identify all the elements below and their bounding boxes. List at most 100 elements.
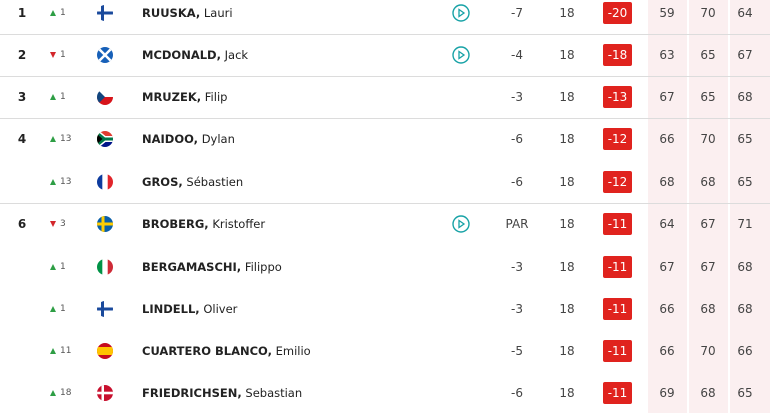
leaderboard-row[interactable]: 11 CUARTERO BLANCO, Emilio -5 18 -11 66 … xyxy=(0,330,770,372)
flag xyxy=(97,47,113,63)
today: -3 xyxy=(511,302,523,316)
movement: 11 xyxy=(60,346,72,356)
move-up-icon xyxy=(50,136,56,142)
thru: 18 xyxy=(559,344,575,358)
total: -13 xyxy=(603,86,632,108)
total: -11 xyxy=(603,256,632,278)
thru: 18 xyxy=(559,386,575,400)
last-name: GROS, xyxy=(142,175,183,189)
round-score: 67 xyxy=(700,217,716,231)
flag xyxy=(97,5,113,21)
round-score: 70 xyxy=(700,6,716,20)
player-name: NAIDOO, Dylan xyxy=(142,118,235,160)
round-score: 68 xyxy=(659,175,675,189)
move-up-icon xyxy=(50,306,56,312)
player-name: GROS, Sébastien xyxy=(142,161,243,203)
total: -11 xyxy=(603,213,632,235)
position: 6 xyxy=(17,217,27,231)
round-score: 70 xyxy=(700,344,716,358)
today: -3 xyxy=(511,260,523,274)
move-up-icon xyxy=(50,348,56,354)
flag xyxy=(97,216,113,232)
movement: 18 xyxy=(60,388,72,398)
round-score: 68 xyxy=(737,302,753,316)
round-score: 65 xyxy=(737,175,753,189)
play-button[interactable] xyxy=(452,46,470,64)
first-name: Filip xyxy=(204,90,228,104)
round-score: 65 xyxy=(737,132,753,146)
move-down-icon xyxy=(50,52,56,58)
move-up-icon xyxy=(50,179,56,185)
round-score: 71 xyxy=(737,217,753,231)
player-name: RUUSKA, Lauri xyxy=(142,0,233,34)
round-score: 70 xyxy=(700,132,716,146)
first-name: Oliver xyxy=(203,302,238,316)
round-score: 69 xyxy=(659,386,675,400)
last-name: MCDONALD, xyxy=(142,48,221,62)
thru: 18 xyxy=(559,302,575,316)
move-up-icon xyxy=(50,264,56,270)
round-score: 66 xyxy=(659,344,675,358)
player-name: FRIEDRICHSEN, Sebastian xyxy=(142,372,302,413)
movement: 1 xyxy=(60,92,66,102)
player-name: BERGAMASCHI, Filippo xyxy=(142,246,282,288)
leaderboard-row[interactable]: 1 1 RUUSKA, Lauri -7 18 -20 59 70 64 xyxy=(0,0,770,35)
movement: 13 xyxy=(60,134,72,144)
round-score: 66 xyxy=(737,344,753,358)
play-button[interactable] xyxy=(452,215,470,233)
leaderboard-row[interactable]: 6 3 BROBERG, Kristoffer PAR 18 -11 64 67… xyxy=(0,203,770,245)
player-name: MRUZEK, Filip xyxy=(142,76,227,118)
last-name: MRUZEK, xyxy=(142,90,202,104)
leaderboard-row[interactable]: 1 LINDELL, Oliver -3 18 -11 66 68 68 xyxy=(0,288,770,330)
position: 4 xyxy=(17,132,27,146)
leaderboard-row[interactable]: 4 13 NAIDOO, Dylan -6 18 -12 66 70 65 xyxy=(0,118,770,160)
today: -6 xyxy=(511,132,523,146)
leaderboard-row[interactable]: 18 FRIEDRICHSEN, Sebastian -6 18 -11 69 … xyxy=(0,372,770,413)
round-score: 68 xyxy=(737,260,753,274)
last-name: BROBERG, xyxy=(142,217,209,231)
total: -20 xyxy=(603,2,632,24)
first-name: Filippo xyxy=(244,260,282,274)
today: -6 xyxy=(511,175,523,189)
first-name: Sébastien xyxy=(186,175,244,189)
flag xyxy=(97,385,113,401)
position: 1 xyxy=(17,6,27,20)
play-button[interactable] xyxy=(452,4,470,22)
round-score: 68 xyxy=(700,302,716,316)
round-score: 65 xyxy=(737,386,753,400)
total: -12 xyxy=(603,128,632,150)
movement: 1 xyxy=(60,50,66,60)
thru: 18 xyxy=(559,260,575,274)
total: -12 xyxy=(603,171,632,193)
leaderboard-row[interactable]: 2 1 MCDONALD, Jack -4 18 -18 63 65 67 xyxy=(0,34,770,77)
move-down-icon xyxy=(50,221,56,227)
round-score: 68 xyxy=(737,90,753,104)
leaderboard-row[interactable]: 1 BERGAMASCHI, Filippo -3 18 -11 67 67 6… xyxy=(0,246,770,288)
today: -5 xyxy=(511,344,523,358)
today: -4 xyxy=(511,48,523,62)
movement: 1 xyxy=(60,8,66,18)
move-up-icon xyxy=(50,10,56,16)
round-score: 68 xyxy=(700,386,716,400)
movement: 13 xyxy=(60,177,72,187)
round-score: 63 xyxy=(659,48,675,62)
total: -11 xyxy=(603,382,632,404)
player-name: BROBERG, Kristoffer xyxy=(142,203,265,245)
last-name: BERGAMASCHI, xyxy=(142,260,242,274)
flag xyxy=(97,301,113,317)
flag xyxy=(97,174,113,190)
today: -6 xyxy=(511,386,523,400)
leaderboard-row[interactable]: 3 1 MRUZEK, Filip -3 18 -13 67 65 68 xyxy=(0,76,770,119)
total: -18 xyxy=(603,44,632,66)
thru: 18 xyxy=(559,48,575,62)
thru: 18 xyxy=(559,217,575,231)
flag xyxy=(97,89,113,105)
last-name: LINDELL, xyxy=(142,302,200,316)
player-name: CUARTERO BLANCO, Emilio xyxy=(142,330,311,372)
thru: 18 xyxy=(559,132,575,146)
leaderboard-row[interactable]: 13 GROS, Sébastien -6 18 -12 68 68 65 xyxy=(0,161,770,204)
movement: 3 xyxy=(60,219,66,229)
today: -7 xyxy=(511,6,523,20)
thru: 18 xyxy=(559,90,575,104)
position: 2 xyxy=(17,48,27,62)
